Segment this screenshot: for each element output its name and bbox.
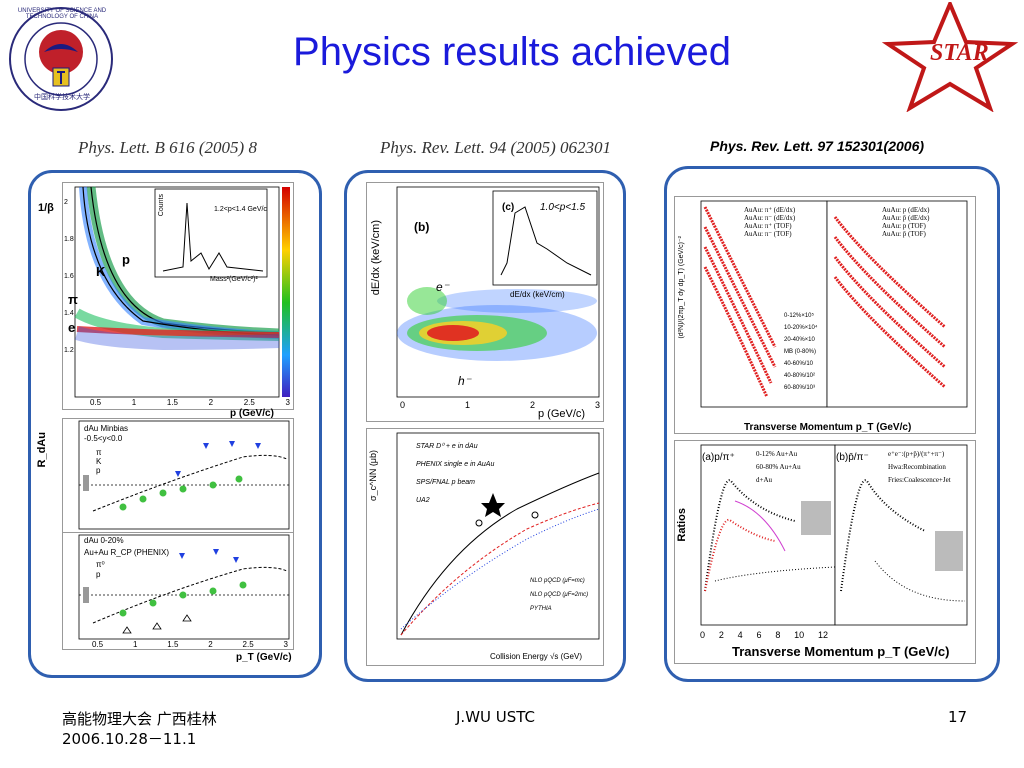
ratio-legend-a: 0-12% Au+Au 60-80% Au+Au d+Au <box>756 450 801 484</box>
left-figure-caption: Phys. Lett. B 616 (2005) 8 <box>78 138 257 157</box>
middle-figure-caption: Phys. Rev. Lett. 94 (2005) 062301 <box>380 138 612 157</box>
right-figure-caption: Phys. Rev. Lett. 97 152301(2006) <box>710 138 925 154</box>
ratio-ylabel: Ratios <box>676 508 688 542</box>
dedx-ylabel: dE/dx (keV/cm) <box>370 220 382 296</box>
cross-section-ylabel: σ_c^NN (μb) <box>368 450 378 501</box>
spectra-xlabel: Transverse Momentum p_T (GeV/c) <box>744 422 912 433</box>
rdau-legend-title: dAu Minbias <box>84 424 129 433</box>
cross-section-curves: NLO pQCD (μF=mc) NLO pQCD (μF=2mc) PYTHIA <box>530 578 589 612</box>
rdau-central-plot <box>62 532 294 650</box>
spectra-left-legend: AuAu: π⁺ (dE/dx) AuAu: π⁻ (dE/dx) AuAu: π… <box>744 206 796 238</box>
footer-author: J.WU USTC <box>456 708 536 726</box>
ustc-seal-icon <box>8 6 114 112</box>
inset-text: 1.2<p<1.4 GeV/c <box>214 206 267 213</box>
cross-section-plot <box>366 428 604 666</box>
spectra-ylabel: (d²N)/(2πp_T dy dp_T) (GeV/c)⁻² <box>678 236 685 339</box>
dedx-inset-label: (c) <box>502 202 515 213</box>
star-logo-text: STAR <box>930 40 989 66</box>
ratio-panel-b: (b)p̄/π⁻ <box>836 452 869 463</box>
rdau-ylabel: R_dAu <box>36 432 48 468</box>
tof-yticks: 2 1.8 1.6 1.4 1.2 <box>64 199 74 354</box>
page-title: Physics results achieved <box>293 30 731 74</box>
band-label-e: e <box>68 320 76 335</box>
dedx-inset-xlabel: dE/dx (keV/cm) <box>510 290 565 299</box>
ratio-panel-a: (a)p/π⁺ <box>702 452 735 463</box>
logo-ring-text: UNIVERSITY OF SCIENCE AND TECHNOLOGY OF … <box>17 8 107 20</box>
spectra-centralities: 0-12%×10⁵ 10-20%×10⁴ 20-40%×10 MB (0-80%) … <box>784 313 818 391</box>
ratio-xlabel: Transverse Momentum p_T (GeV/c) <box>732 644 950 659</box>
spectra-right-legend: AuAu: p (dE/dx) AuAu: p̄ (dE/dx) AuAu: p … <box>882 206 930 238</box>
ratio-legend-b: e⁺e⁻:(p+p̄)/(π⁺+π⁻) Hwa:Recombination Fri… <box>888 450 951 484</box>
rcp-legend-sub: Au+Au R_CP (PHENIX) <box>84 548 169 557</box>
star-logo-icon <box>880 0 1020 113</box>
inset-ylabel: Counts <box>158 194 165 217</box>
footer-dates: 2006.10.28－11.1 <box>62 730 197 748</box>
tof-xticks: 0.5 1 1.5 2 2.5 3 <box>90 398 290 407</box>
dedx-plot <box>366 182 604 422</box>
rcp-legend-items: π⁰ p <box>96 560 105 579</box>
rcp-legend-title: dAu 0-20% <box>84 536 124 545</box>
dedx-panel-label: (b) <box>414 220 430 234</box>
band-label-p: p <box>122 252 130 267</box>
tof-xlabel: p (GeV/c) <box>230 408 274 419</box>
dedx-inset-text: 1.0<p<1.5 <box>540 202 586 213</box>
footer-page-number: 17 <box>948 708 968 726</box>
tof-ylabel: 1/β <box>38 202 54 214</box>
dedx-xlabel: p (GeV/c) <box>538 408 586 420</box>
dedx-label-h: h⁻ <box>458 374 472 388</box>
rdau-legend-items: π K p <box>96 448 102 475</box>
footer-conference: 高能物理大会 广西桂林 <box>62 710 217 728</box>
inset-xlabel: Mass²(GeV/c²)² <box>210 276 258 283</box>
dedx-label-e: e⁻ <box>436 280 450 294</box>
band-label-pi: π <box>68 292 78 307</box>
rdau-legend-sub: -0.5<y<0.0 <box>84 434 123 443</box>
spectra-plot <box>674 196 976 434</box>
cross-section-xlabel: Collision Energy √s (GeV) <box>490 652 582 661</box>
rdau-minbias-plot <box>62 418 294 534</box>
rcp-xlabel: p_T (GeV/c) <box>236 652 292 663</box>
logo-bottom-text: 中国科学技术大学 <box>34 94 90 101</box>
ratio-plot <box>674 440 976 664</box>
band-label-k: K <box>96 264 106 279</box>
tof-beta-plot <box>62 182 294 410</box>
cross-section-legend: STAR D⁰ + e in dAu PHENIX single e in AuA… <box>416 443 495 504</box>
rcp-xticks: 0.5 1 1.5 2 2.5 3 <box>92 640 288 649</box>
